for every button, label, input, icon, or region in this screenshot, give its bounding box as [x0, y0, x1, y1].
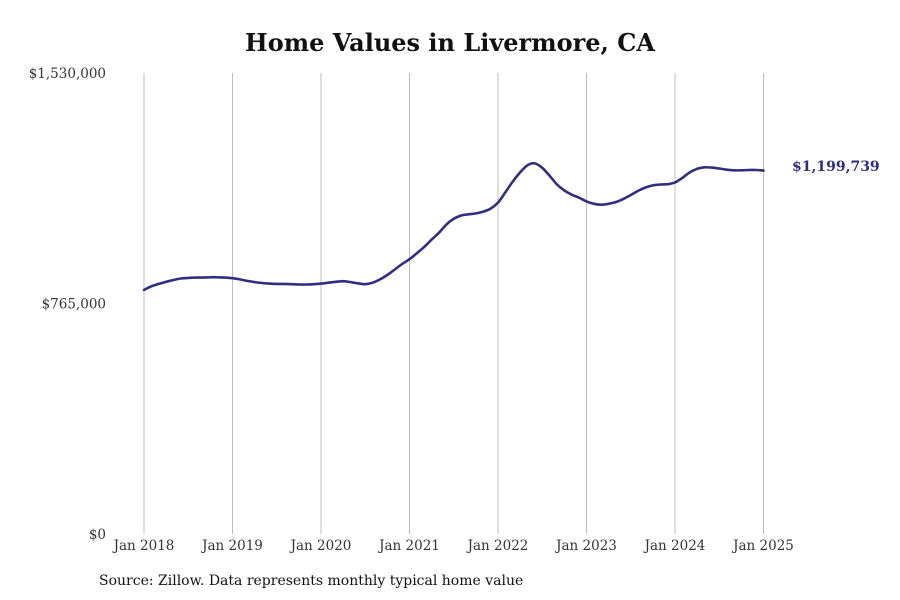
source-note: Source: Zillow. Data represents monthly … [99, 573, 524, 589]
x-tick-label: Jan 2024 [643, 538, 706, 554]
x-tick-label: Jan 2022 [466, 538, 529, 554]
y-tick-label: $1,530,000 [29, 66, 106, 82]
gridlines [143, 73, 764, 534]
x-tick-label: Jan 2023 [554, 538, 617, 554]
chart-title: Home Values in Livermore, CA [245, 28, 655, 57]
x-tick-label: Jan 2021 [377, 538, 440, 554]
x-tick-label: Jan 2020 [289, 538, 352, 554]
series-layer: $1,199,739 [142, 159, 880, 292]
axis-labels: Jan 2018 Jan 2019 Jan 2020 Jan 2021 Jan 2022… [29, 66, 794, 554]
x-tick-label: Jan 2018 [112, 538, 175, 554]
x-tick-label: Jan 2025 [731, 538, 794, 554]
x-tick-label: Jan 2019 [200, 538, 263, 554]
series-line [142, 161, 765, 292]
y-tick-label: $0 [89, 527, 106, 543]
y-tick-label: $765,000 [42, 297, 106, 313]
end-value-label: $1,199,739 [792, 159, 880, 175]
